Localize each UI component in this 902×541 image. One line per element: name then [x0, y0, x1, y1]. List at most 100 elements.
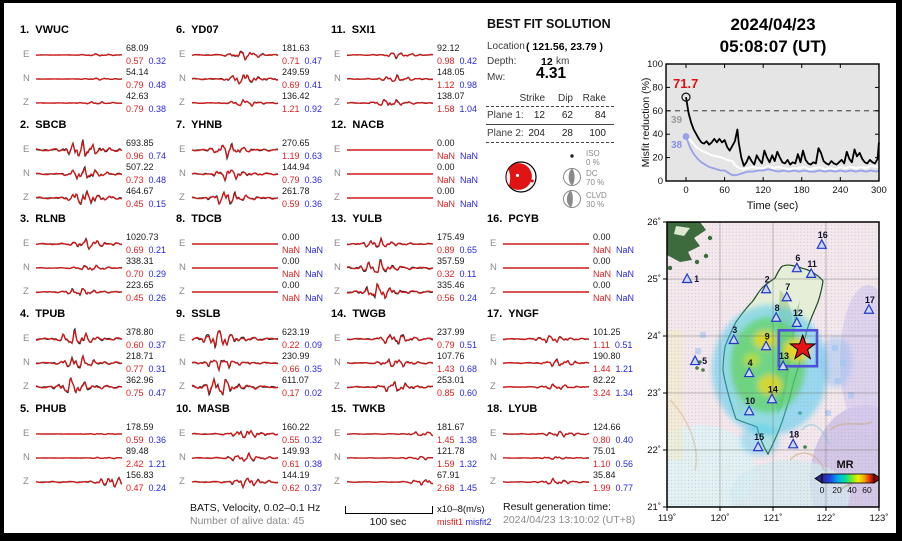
border-top [0, 0, 902, 3]
misfit-ytick: 0 [658, 176, 663, 187]
misfit-values: NaN NaN [593, 245, 634, 255]
peak-amplitude-value: 357.59 [437, 256, 465, 266]
table-rule-1 [486, 106, 614, 107]
waveform-trace [191, 477, 279, 490]
waveform-trace [35, 376, 123, 394]
peak-amplitude-value: 178.59 [126, 422, 154, 432]
misfit-values: 0.32 0.11 [437, 269, 476, 279]
map-station-triangle [743, 404, 755, 416]
waveform-trace [35, 189, 123, 206]
misfit2-value: 1.21 [148, 459, 167, 469]
misfit-values: 2.68 1.45 [437, 483, 477, 493]
waveform-trace [191, 451, 279, 463]
peak-amplitude-value: 270.65 [282, 138, 310, 148]
mr-colorbar: MR 0 20 40 60 [814, 459, 879, 495]
dc-label: DC [586, 169, 598, 178]
misfit1-value: NaN [437, 175, 456, 185]
peak-amplitude-value: 0.00 [593, 256, 611, 266]
waveform-trace [346, 455, 434, 461]
peak-amplitude-value: 107.76 [437, 351, 465, 361]
event-date: 2024/04/23 [730, 15, 816, 34]
peak-amplitude-value: 144.19 [282, 470, 310, 480]
map-lat-label: 24˚ [647, 331, 661, 342]
synthetic-trace [191, 330, 279, 348]
misfit2-value: 1.04 [459, 104, 478, 114]
table-rule-2 [486, 124, 614, 125]
misfit-values: NaN NaN [437, 151, 478, 161]
component-label: E [334, 238, 341, 249]
synthetic-trace [191, 143, 279, 160]
component-label: N [490, 262, 497, 273]
fault-area-box [777, 328, 819, 368]
misfit2-value: 0.32 [148, 56, 167, 66]
waveform-trace [35, 237, 123, 251]
waveform-trace [191, 330, 279, 350]
misfit1-value: 0.69 [126, 245, 144, 255]
misfit1-value: 0.22 [282, 340, 300, 350]
component-label: E [334, 333, 341, 344]
misfit-values: 1.44 1.21 [593, 364, 633, 374]
misfit1-value: 1.59 [437, 459, 455, 469]
peak-amplitude-value: 156.83 [126, 470, 154, 480]
peak-amplitude-value: 0.00 [437, 162, 455, 172]
station-header: 7. YHNB [176, 119, 223, 131]
misfit2-value: 0.32 [304, 435, 323, 445]
misfit1-value: 0.47 [126, 483, 144, 493]
misfit1-value: 0.62 [282, 483, 300, 493]
plane2-strike: 204 [528, 128, 545, 139]
misfit-values: 0.60 0.37 [126, 340, 166, 350]
plane2-label: Plane 2: [487, 128, 524, 139]
waveform-trace [191, 98, 279, 108]
misfit1-value: 0.79 [126, 80, 144, 90]
tension-lune [506, 169, 511, 187]
peak-amplitude-value: 190.80 [593, 351, 621, 361]
observed-trace [346, 259, 434, 274]
misfit2-value: 0.36 [304, 175, 323, 185]
misfit-xtick: 300 [871, 185, 887, 196]
misfit-series-reference-purple [685, 136, 880, 177]
synthetic-trace [346, 52, 434, 59]
map-station-id: 12 [793, 308, 803, 318]
peak-amplitude-value: 611.07 [282, 375, 309, 385]
station-header: 6. YD07 [176, 24, 219, 36]
plane1-dip: 62 [561, 110, 573, 121]
misfit-values: 0.55 0.32 [282, 435, 322, 445]
misfit2-value: 0.74 [148, 151, 167, 161]
map-lon-label: 123˚ [869, 513, 888, 524]
component-label: N [334, 168, 341, 179]
misfit-ytick: 80 [652, 82, 663, 93]
station-header: 2. SBCB [20, 119, 67, 131]
station-header: 15. TWKB [331, 403, 386, 415]
misfit2-value: 0.11 [459, 269, 477, 279]
misfit-values: 1.59 1.32 [437, 459, 477, 469]
border-right [896, 0, 902, 541]
misfit-values: 0.73 0.48 [126, 175, 166, 185]
map-station-triangle [781, 290, 793, 302]
map-lon-label: 119˚ [658, 513, 676, 524]
peak-amplitude-value: 175.49 [437, 232, 465, 242]
waveform-trace [502, 430, 590, 438]
synthetic-trace [502, 477, 589, 485]
misfit-values: 0.59 0.36 [282, 199, 322, 209]
map-station-triangle [766, 392, 778, 404]
misfit-values: 1.12 0.98 [437, 80, 477, 90]
misfit1-value: 1.43 [437, 364, 455, 374]
misfit-values: 1.21 0.92 [282, 104, 322, 114]
synthetic-trace [35, 100, 123, 105]
misfit1-value: 0.71 [282, 56, 300, 66]
misfit2-value: 0.02 [304, 388, 323, 398]
peak-amplitude-value: 507.22 [126, 162, 154, 172]
component-label: E [334, 144, 341, 155]
component-label: N [334, 73, 341, 84]
component-label: N [179, 452, 186, 463]
component-label: N [23, 357, 30, 368]
purple-ref-value: 38 [671, 140, 683, 151]
peak-amplitude-value: 42.63 [126, 91, 149, 101]
waveform-trace [346, 282, 434, 300]
waveform-trace [36, 432, 122, 436]
misfit-values: 0.98 0.42 [437, 56, 477, 66]
waveform-trace [35, 53, 122, 57]
mr-shading [712, 305, 852, 456]
column-rake: Rake [582, 93, 606, 104]
